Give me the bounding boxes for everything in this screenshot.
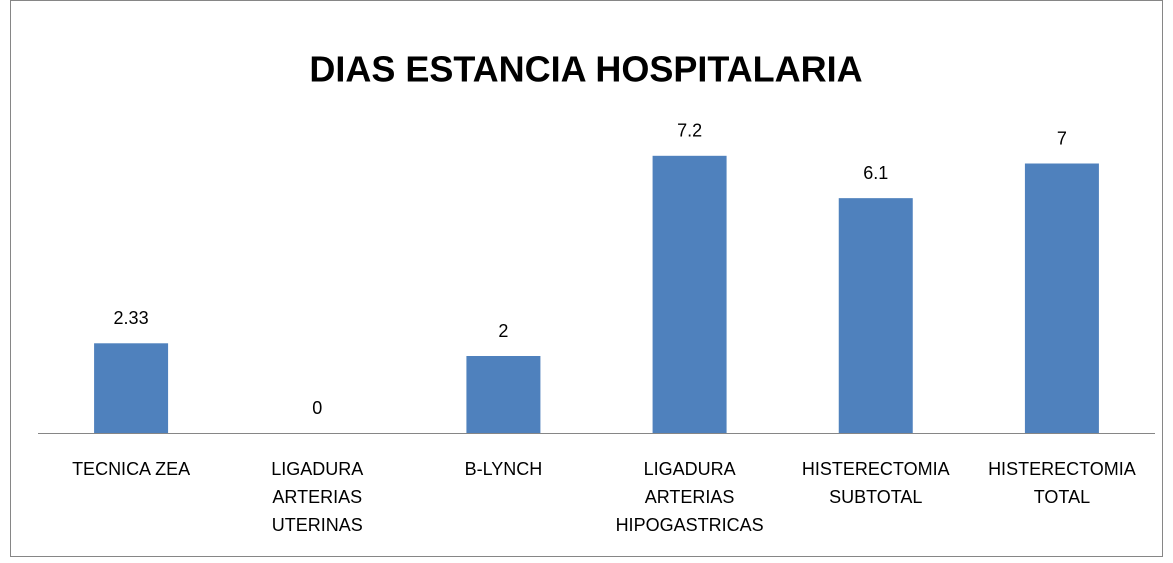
data-label: 0 bbox=[312, 398, 322, 418]
data-label: 2.33 bbox=[114, 308, 149, 328]
x-tick-label: B-LYNCH bbox=[465, 459, 543, 479]
x-tick-label: TECNICA ZEA bbox=[72, 459, 190, 479]
x-tick-label: HISTERECTOMIA TOTAL bbox=[988, 459, 1136, 507]
bar bbox=[652, 155, 727, 434]
data-label: 7 bbox=[1057, 128, 1067, 148]
x-tick-label: LIGADURA ARTERIAS HIPOGASTRICAS bbox=[616, 459, 764, 535]
data-label: 7.2 bbox=[677, 121, 702, 141]
x-tick-label: LIGADURA ARTERIAS UTERINAS bbox=[271, 459, 363, 535]
chart-border bbox=[10, 0, 1163, 557]
data-label: 6.1 bbox=[863, 163, 888, 183]
bar bbox=[94, 343, 169, 433]
chart-title: DIAS ESTANCIA HOSPITALARIA bbox=[309, 49, 862, 90]
data-label: 2 bbox=[498, 321, 508, 341]
bar bbox=[466, 356, 541, 433]
x-tick-label: HISTERECTOMIA SUBTOTAL bbox=[802, 459, 950, 507]
bar bbox=[838, 198, 913, 433]
bar bbox=[1024, 163, 1099, 433]
